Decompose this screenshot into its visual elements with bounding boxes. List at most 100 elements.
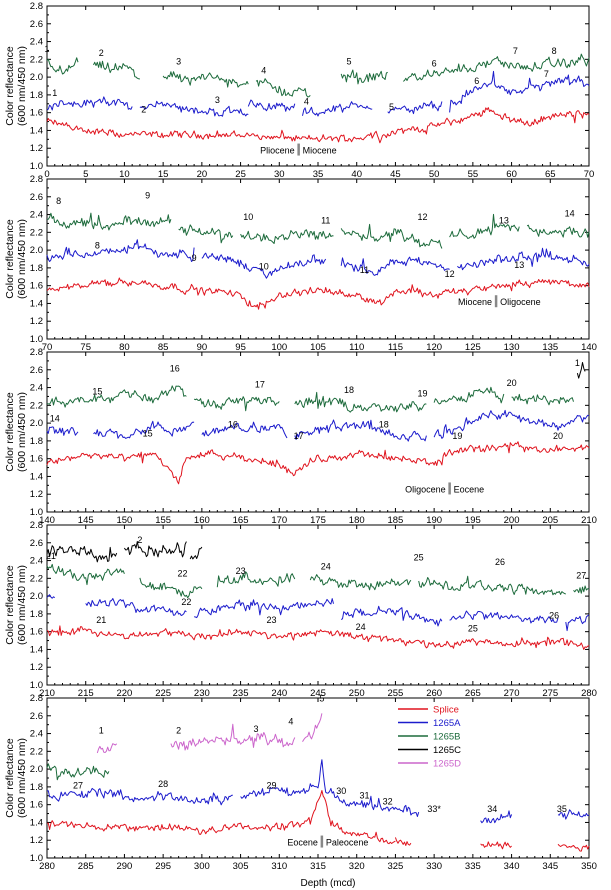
series-line-1265a-seg2: [93, 420, 195, 439]
series-line-1265a-seg6: [565, 614, 590, 632]
x-tick-label: 235: [233, 688, 249, 699]
y-axis-label: Color reflectance(600 nm/450 nm): [4, 219, 28, 299]
x-tick-label: 315: [310, 861, 326, 872]
y-tick-label: 2.8: [30, 520, 43, 531]
epoch-label-left: Miocene: [458, 297, 492, 307]
x-tick-label: 320: [349, 861, 365, 872]
x-tick-label: 55: [468, 169, 479, 180]
series-line-1265b-seg4: [340, 223, 443, 249]
x-tick-label: 115: [388, 342, 403, 353]
y-tick-label: 1.0: [30, 680, 43, 691]
y-tick-label: 2.2: [30, 746, 43, 757]
core-label-1265b: 12: [418, 212, 428, 222]
series-line-1265c-seg3: [189, 546, 203, 560]
core-label-1265a: 22: [181, 597, 191, 607]
x-tick-label: 215: [78, 688, 94, 699]
core-label-1265b: 14: [565, 208, 575, 218]
y-tick-label: 1.0: [30, 507, 43, 518]
x-tick-label: 245: [310, 688, 326, 699]
series-line-1265a-seg2: [139, 100, 249, 117]
series-line-1265b-seg1: [46, 563, 125, 586]
x-tick-label: 275: [542, 688, 558, 699]
core-label-1265b: 22: [177, 569, 187, 579]
y-tick-label: 1.8: [30, 263, 43, 274]
y-tick-label: 2.6: [30, 365, 43, 376]
y-tick-label: 2.4: [30, 210, 43, 221]
core-label-1265a: 10: [259, 262, 269, 272]
series-line-1265a-seg4: [457, 247, 590, 271]
panel-2: 1.0 1.2 1.4 1.6 1.8 2.0 2.2 2.4 2.6 2.8 70 75 80 85 90…: [4, 174, 597, 353]
y-tick-label: 2.2: [30, 573, 43, 584]
plot-frame: [46, 5, 590, 167]
x-tick-label: 105: [310, 342, 326, 353]
series-line-1265b-seg5: [449, 213, 520, 239]
x-tick-label: 210: [39, 688, 55, 699]
y-tick-label: 2.4: [30, 383, 43, 394]
epoch-label-left: Oligocene: [405, 484, 446, 494]
epoch-label-left: Eocene: [287, 838, 318, 848]
x-tick-label: 225: [155, 688, 171, 699]
y-tick-label: 1.6: [30, 281, 43, 292]
x-tick-label: 240: [271, 688, 287, 699]
core-label-1265a: 33*: [427, 804, 441, 814]
x-tick-label: 20: [197, 169, 208, 180]
y-tick-label: 1.6: [30, 454, 43, 465]
x-tick-label: 280: [581, 688, 597, 699]
x-tick-label: 150: [116, 515, 132, 526]
series-line-1265a-seg3: [247, 99, 296, 112]
series-line-1265b-seg3: [240, 229, 334, 244]
core-label-1265a: 12: [445, 269, 455, 279]
series-line-splice-seg4: [557, 843, 590, 852]
x-tick-label: 25: [235, 169, 246, 180]
x-tick-label: 310: [271, 861, 287, 872]
x-tick-label: 270: [504, 688, 520, 699]
legend: Splice 1265A 1265B 1265C 1265D: [398, 705, 461, 770]
x-tick-label: 35: [313, 169, 324, 180]
core-label-1265a: 30: [336, 786, 346, 796]
y-tick-label: 1.0: [30, 853, 43, 864]
series-line-1265b-seg2: [178, 224, 234, 244]
core-label-1265a: 29: [267, 781, 277, 791]
series-line-1265a-seg1: [46, 594, 56, 599]
series-line-1265b-seg4: [255, 78, 311, 98]
y-tick-label: 2.4: [30, 729, 43, 740]
core-label-1265c: 1: [575, 358, 580, 368]
panel-4: 1.0 1.2 1.4 1.6 1.8 2.0 2.2 2.4 2.6 2.8 210 215 220 2…: [4, 520, 597, 699]
y-tick-label: 2.6: [30, 711, 43, 722]
core-label-1265a: 23: [267, 615, 277, 625]
series-line-1265a-seg4: [302, 101, 373, 117]
x-tick-label: 160: [194, 515, 210, 526]
y-tick-label: 1.8: [30, 90, 43, 101]
core-label-1265a: 6: [474, 76, 479, 86]
core-label-1265c: 2: [137, 535, 142, 545]
y-tick-label: 1.4: [30, 125, 43, 136]
core-label-1265b: 9: [145, 191, 150, 201]
series-line-1265c-seg2: [123, 541, 187, 558]
core-label-1265b: 26: [495, 557, 505, 567]
series-line-splice-seg1: [46, 107, 590, 144]
core-label-1265b: 7: [513, 46, 518, 56]
x-tick-label: 85: [158, 342, 169, 353]
core-label-1265b: 3: [176, 57, 181, 67]
x-tick-label: 280: [39, 861, 55, 872]
series-line-1265b-seg4: [309, 574, 412, 591]
series-line-splice-seg1: [46, 625, 590, 650]
series-line-1265b-seg5: [418, 575, 567, 596]
y-tick-label: 1.6: [30, 627, 43, 638]
x-tick-label: 15: [158, 169, 169, 180]
legend-label-1265d: 1265D: [433, 759, 461, 770]
core-label-1265a: 13: [514, 260, 524, 270]
series-line-1265a-seg4: [557, 809, 590, 820]
core-label-1265d: 2: [176, 726, 181, 736]
x-tick-label: 300: [194, 861, 210, 872]
x-tick-label: 260: [426, 688, 442, 699]
series-line-1265a-seg1: [46, 787, 233, 806]
series-line-1265a-seg5: [433, 409, 590, 439]
series-line-1265a-seg3: [480, 810, 513, 824]
x-tick-label: 180: [349, 515, 365, 526]
core-label-1265b: 4: [261, 66, 266, 76]
x-tick-label: 65: [545, 169, 556, 180]
x-tick-label: 70: [584, 169, 595, 180]
core-label-1265b: 15: [92, 387, 102, 397]
